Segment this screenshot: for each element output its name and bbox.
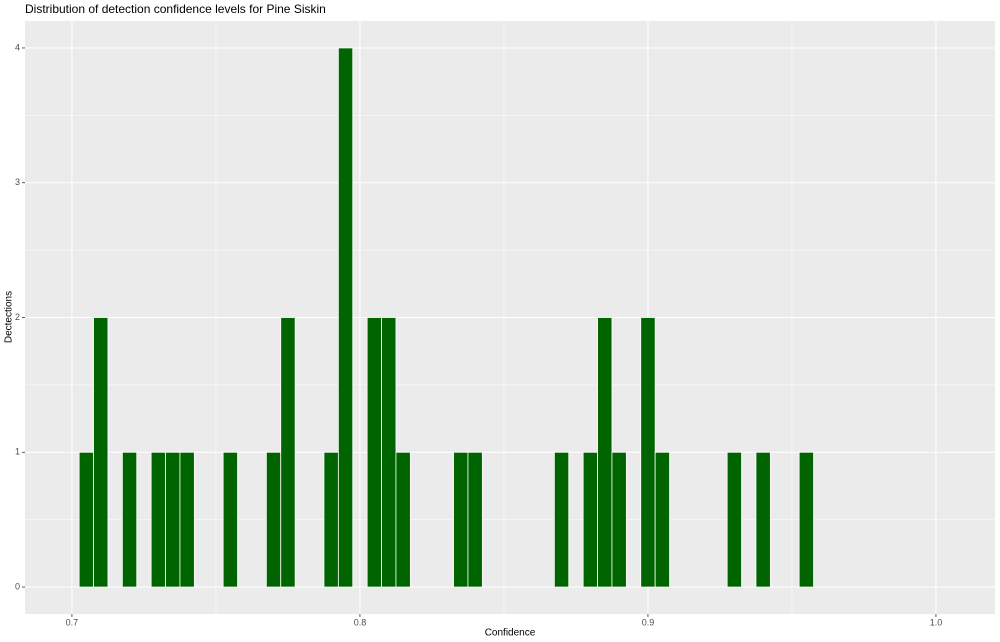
y-tick-label: 2: [15, 312, 20, 322]
bar: [121, 451, 138, 588]
x-tick-label: 0.9: [642, 617, 655, 627]
bar: [78, 451, 94, 588]
bar: [582, 451, 598, 588]
bar: [453, 451, 469, 588]
x-axis-title: Confidence: [485, 628, 536, 639]
y-tick-label: 0: [15, 581, 20, 591]
bar: [467, 451, 483, 588]
bar: [640, 317, 656, 588]
y-tick-label: 3: [15, 177, 20, 187]
bar: [280, 317, 296, 588]
bar: [611, 451, 627, 588]
bar: [366, 317, 382, 588]
y-tick-label: 4: [15, 42, 20, 52]
bar: [165, 451, 181, 588]
bar: [798, 451, 814, 588]
bar: [222, 451, 238, 588]
bar: [553, 451, 570, 588]
x-tick-label: 1.0: [930, 617, 943, 627]
bar: [323, 451, 339, 588]
y-axis-title: Dectections: [4, 291, 15, 343]
bar: [395, 451, 411, 588]
bar: [337, 47, 354, 588]
bar: [597, 317, 613, 588]
bar: [755, 451, 771, 588]
y-tick-label: 1: [15, 447, 20, 457]
bar: [654, 451, 670, 588]
bar: [381, 317, 397, 588]
x-tick-label: 0.7: [66, 617, 79, 627]
bar: [93, 317, 109, 588]
chart-title: Distribution of detection confidence lev…: [25, 2, 326, 16]
bar: [265, 451, 282, 588]
bar: [179, 451, 195, 588]
x-tick-label: 0.8: [354, 617, 367, 627]
bar: [150, 451, 166, 588]
bar: [726, 451, 742, 588]
